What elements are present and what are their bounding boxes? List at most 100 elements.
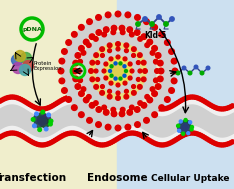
Circle shape (223, 143, 227, 147)
Circle shape (58, 99, 62, 103)
Circle shape (147, 97, 153, 103)
Circle shape (183, 121, 190, 128)
Circle shape (117, 100, 121, 104)
Circle shape (114, 62, 117, 65)
Circle shape (164, 22, 168, 26)
Circle shape (172, 68, 178, 74)
Circle shape (25, 101, 29, 105)
Polygon shape (0, 97, 234, 145)
Circle shape (116, 55, 120, 59)
Circle shape (164, 107, 168, 111)
Circle shape (147, 39, 153, 45)
Circle shape (111, 103, 115, 107)
Circle shape (144, 101, 149, 105)
Circle shape (35, 112, 38, 116)
Circle shape (189, 131, 194, 135)
Circle shape (31, 105, 35, 108)
Circle shape (43, 107, 47, 111)
Circle shape (44, 127, 48, 131)
Circle shape (182, 66, 186, 70)
Circle shape (90, 77, 95, 82)
Circle shape (10, 95, 14, 99)
Circle shape (152, 91, 157, 96)
Circle shape (160, 107, 164, 111)
Circle shape (18, 133, 22, 137)
Circle shape (111, 107, 116, 112)
Circle shape (124, 94, 129, 99)
Circle shape (138, 101, 143, 105)
Circle shape (59, 78, 65, 84)
Circle shape (144, 118, 149, 123)
Circle shape (79, 91, 84, 96)
Circle shape (116, 96, 120, 100)
Circle shape (62, 88, 67, 93)
Circle shape (119, 135, 123, 139)
Circle shape (6, 132, 10, 136)
Circle shape (14, 95, 18, 99)
Circle shape (155, 53, 161, 58)
Circle shape (169, 49, 174, 54)
Circle shape (49, 105, 53, 109)
Circle shape (125, 124, 131, 130)
Bar (117, 0, 234, 189)
Circle shape (114, 77, 117, 80)
Circle shape (190, 128, 193, 131)
Circle shape (223, 107, 227, 111)
Circle shape (109, 57, 113, 61)
Circle shape (47, 113, 51, 117)
Circle shape (171, 78, 177, 84)
Circle shape (121, 30, 125, 35)
Circle shape (119, 111, 125, 117)
Circle shape (103, 143, 107, 147)
Circle shape (184, 119, 187, 122)
Circle shape (41, 107, 45, 111)
Circle shape (129, 131, 133, 135)
Circle shape (135, 122, 140, 127)
Circle shape (121, 107, 125, 112)
Circle shape (79, 46, 84, 51)
Circle shape (34, 119, 44, 128)
Circle shape (107, 141, 111, 145)
Circle shape (94, 101, 98, 105)
Circle shape (104, 62, 108, 66)
Circle shape (125, 96, 129, 100)
Circle shape (84, 39, 89, 45)
Circle shape (211, 104, 215, 108)
Circle shape (123, 97, 127, 101)
Circle shape (133, 131, 137, 135)
Circle shape (62, 97, 66, 101)
Circle shape (53, 102, 57, 107)
Circle shape (86, 101, 90, 105)
Circle shape (94, 69, 98, 73)
Circle shape (179, 126, 186, 133)
Circle shape (73, 76, 79, 82)
Circle shape (88, 103, 92, 107)
Circle shape (76, 132, 80, 136)
Circle shape (81, 87, 86, 91)
Circle shape (125, 12, 131, 18)
Circle shape (158, 107, 162, 111)
Circle shape (45, 142, 49, 146)
Circle shape (102, 107, 106, 111)
Circle shape (144, 137, 149, 141)
Bar (0, 0, 117, 189)
Circle shape (100, 143, 104, 147)
Circle shape (221, 107, 225, 111)
Circle shape (165, 97, 170, 102)
Circle shape (41, 110, 45, 114)
Circle shape (170, 104, 174, 108)
Circle shape (79, 25, 84, 30)
Circle shape (124, 43, 129, 48)
Circle shape (127, 110, 133, 115)
Circle shape (141, 34, 147, 40)
Circle shape (96, 61, 100, 64)
Circle shape (87, 19, 92, 24)
Circle shape (136, 22, 140, 26)
Circle shape (74, 27, 162, 115)
Circle shape (87, 43, 91, 47)
Circle shape (57, 100, 61, 104)
Circle shape (215, 106, 219, 110)
Circle shape (84, 97, 89, 103)
Circle shape (110, 65, 113, 68)
Circle shape (78, 133, 82, 137)
